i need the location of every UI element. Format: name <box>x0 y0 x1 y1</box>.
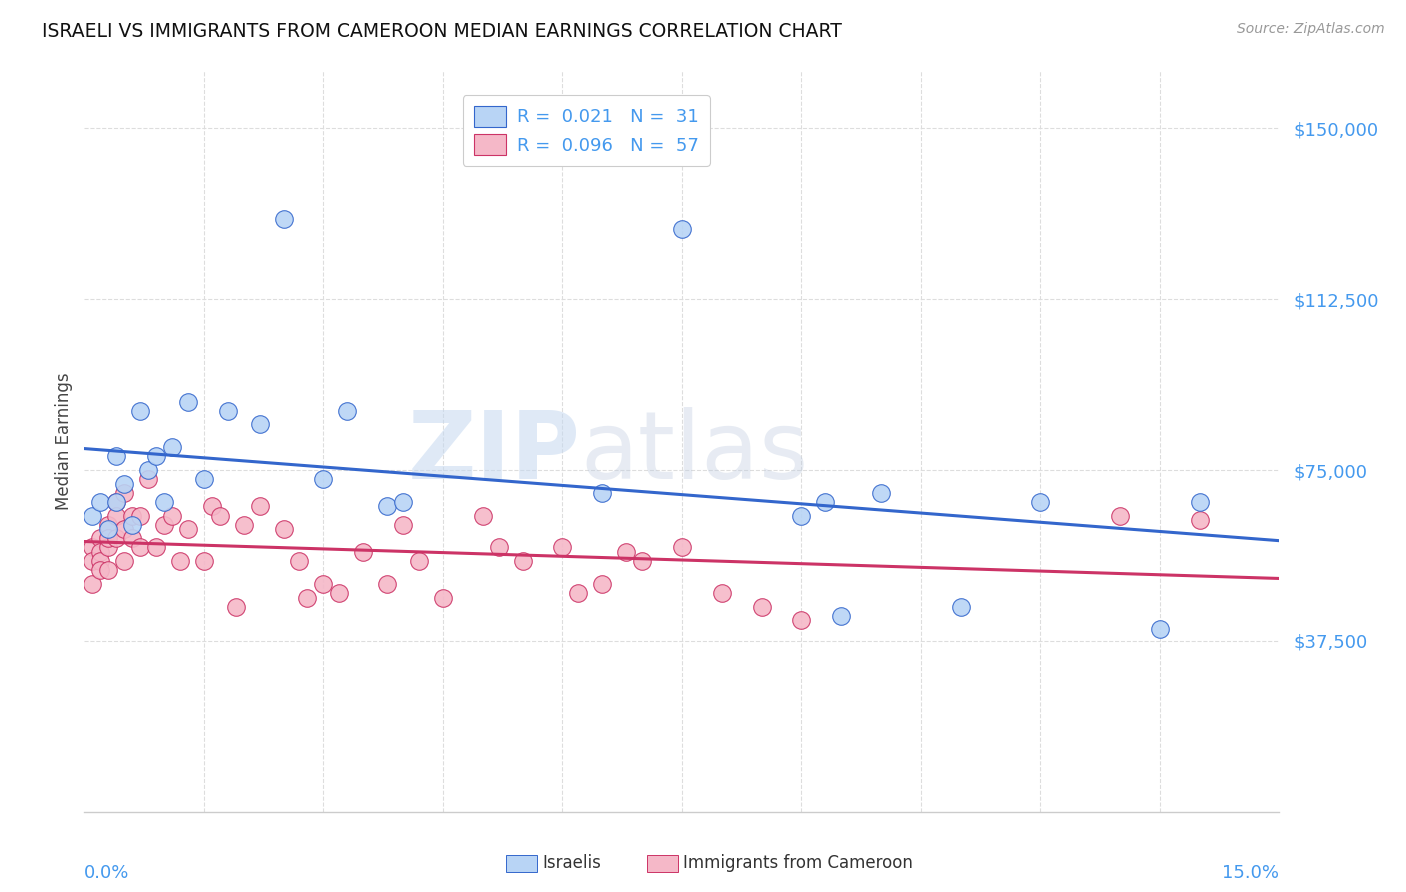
Point <box>671 541 693 555</box>
Point <box>631 554 654 568</box>
Point <box>112 485 135 500</box>
Point <box>105 450 128 464</box>
Text: ZIP: ZIP <box>408 407 581 499</box>
Point <box>129 404 152 418</box>
Point <box>671 221 693 235</box>
Point <box>145 450 167 464</box>
Point <box>392 517 415 532</box>
Point <box>97 522 120 536</box>
Text: ISRAELI VS IMMIGRANTS FROM CAMEROON MEDIAN EARNINGS CORRELATION CHART: ISRAELI VS IMMIGRANTS FROM CAMEROON MEDI… <box>42 22 842 41</box>
Point <box>1029 495 1052 509</box>
Point <box>129 541 152 555</box>
Point <box>790 508 813 523</box>
Point <box>567 586 589 600</box>
Point <box>112 476 135 491</box>
Point <box>392 495 415 509</box>
Point <box>136 472 159 486</box>
Point <box>201 500 224 514</box>
Point <box>949 599 972 614</box>
Point <box>193 554 215 568</box>
Point <box>193 472 215 486</box>
Point <box>105 532 128 546</box>
Point <box>375 577 398 591</box>
Point <box>82 554 104 568</box>
Point <box>82 508 104 523</box>
Point <box>249 417 271 432</box>
Point <box>591 577 613 591</box>
Point <box>97 541 120 555</box>
Point <box>97 532 120 546</box>
Point <box>432 591 454 605</box>
Point <box>169 554 191 568</box>
Point <box>790 613 813 627</box>
Point <box>232 517 254 532</box>
Point <box>129 508 152 523</box>
Point <box>225 599 247 614</box>
Point <box>89 495 111 509</box>
Point <box>217 404 239 418</box>
Point <box>121 508 143 523</box>
Point <box>352 545 374 559</box>
Point <box>112 522 135 536</box>
Point <box>288 554 311 568</box>
Point <box>121 532 143 546</box>
Point <box>408 554 430 568</box>
Point <box>105 508 128 523</box>
Point <box>471 508 494 523</box>
Text: 0.0%: 0.0% <box>84 863 129 881</box>
Point <box>336 404 359 418</box>
Point <box>1188 495 1211 509</box>
Point <box>89 545 111 559</box>
Point <box>136 463 159 477</box>
Point <box>177 522 200 536</box>
Y-axis label: Median Earnings: Median Earnings <box>55 373 73 510</box>
Point <box>273 212 295 227</box>
Point <box>208 508 231 523</box>
Point <box>89 563 111 577</box>
Point <box>591 485 613 500</box>
Point <box>112 554 135 568</box>
Point <box>870 485 893 500</box>
Point <box>830 608 852 623</box>
Point <box>488 541 510 555</box>
Point <box>512 554 534 568</box>
Legend: R =  0.021   N =  31, R =  0.096   N =  57: R = 0.021 N = 31, R = 0.096 N = 57 <box>463 95 710 166</box>
Point <box>551 541 574 555</box>
Point <box>89 554 111 568</box>
Point <box>1188 513 1211 527</box>
Point <box>82 577 104 591</box>
Point <box>105 495 128 509</box>
Point <box>375 500 398 514</box>
Point <box>160 440 183 454</box>
Point <box>121 517 143 532</box>
Point <box>160 508 183 523</box>
Point <box>312 472 335 486</box>
Point <box>153 495 176 509</box>
Text: 15.0%: 15.0% <box>1222 863 1279 881</box>
Point <box>751 599 773 614</box>
Point <box>312 577 335 591</box>
Point <box>273 522 295 536</box>
Point <box>82 541 104 555</box>
Point <box>105 495 128 509</box>
Text: Immigrants from Cameroon: Immigrants from Cameroon <box>683 855 912 872</box>
Point <box>614 545 637 559</box>
Point <box>145 541 167 555</box>
Point <box>1149 623 1171 637</box>
Point <box>297 591 319 605</box>
Text: Israelis: Israelis <box>543 855 602 872</box>
Point <box>249 500 271 514</box>
Point <box>89 532 111 546</box>
Point <box>97 563 120 577</box>
Point <box>153 517 176 532</box>
Point <box>814 495 837 509</box>
Point <box>710 586 733 600</box>
Point <box>97 517 120 532</box>
Point <box>328 586 350 600</box>
Text: atlas: atlas <box>581 407 808 499</box>
Point <box>1109 508 1132 523</box>
Point <box>177 394 200 409</box>
Text: Source: ZipAtlas.com: Source: ZipAtlas.com <box>1237 22 1385 37</box>
